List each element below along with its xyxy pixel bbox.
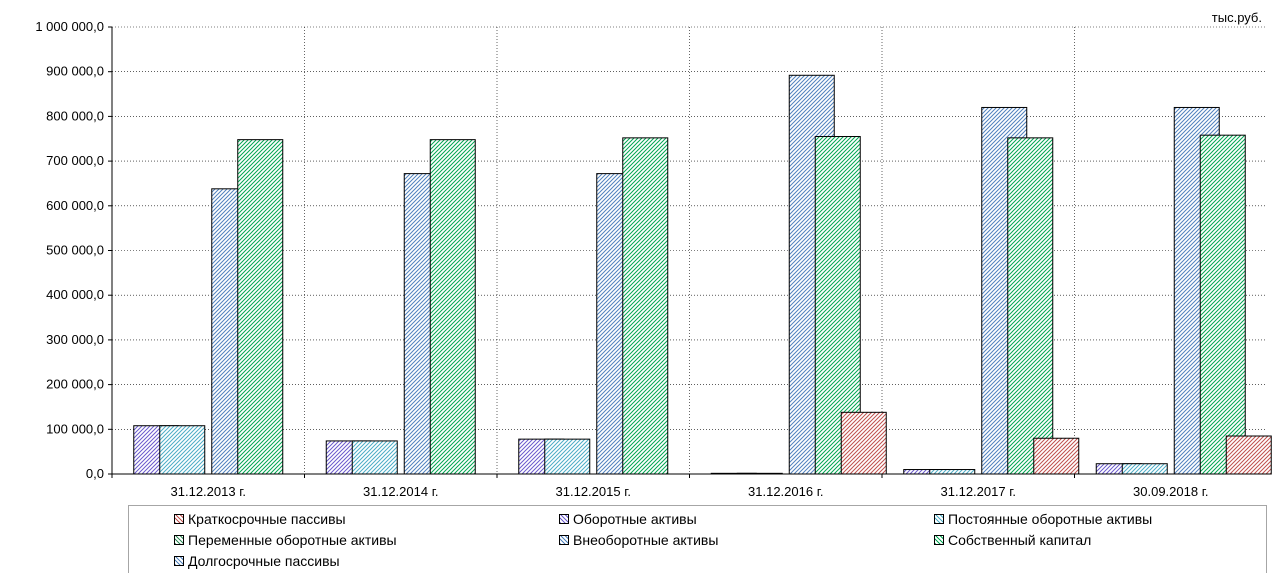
bar — [544, 438, 591, 475]
legend-item: Краткосрочные пассивы — [174, 511, 346, 527]
y-tick-label: 700 000,0 — [46, 153, 104, 168]
x-tick-label: 31.12.2013 г. — [171, 484, 246, 499]
bar — [351, 440, 398, 475]
bar — [237, 139, 284, 475]
legend-swatch — [174, 556, 184, 566]
bar — [1007, 137, 1054, 475]
grid-layer — [112, 26, 1267, 475]
legend-label: Краткосрочные пассивы — [188, 511, 346, 527]
y-tick-label: 200 000,0 — [46, 377, 104, 392]
axis-layer: 0,0 100 000,0 200 000,0 300 000,0 400 000,0 5… — [35, 19, 1267, 499]
legend-swatch — [174, 514, 184, 524]
legend-swatch — [934, 535, 944, 545]
legend-label: Переменные оборотные активы — [188, 532, 397, 548]
bar — [1121, 463, 1168, 475]
x-tick-label: 31.12.2015 г. — [556, 484, 631, 499]
legend-swatch — [934, 514, 944, 524]
y-tick-label: 500 000,0 — [46, 243, 104, 258]
legend-label: Внеоборотные активы — [573, 532, 719, 548]
legend-label: Долгосрочные пассивы — [188, 553, 340, 569]
bar — [929, 469, 976, 475]
legend-item: Оборотные активы — [559, 511, 697, 527]
legend-swatch — [174, 535, 184, 545]
bar — [1033, 437, 1080, 475]
bar — [622, 137, 669, 475]
y-tick-label: 100 000,0 — [46, 421, 104, 436]
bar-chart: 0,0 100 000,0 200 000,0 300 000,0 400 000,0 5… — [35, 10, 1272, 499]
legend-label: Постоянные оборотные активы — [948, 511, 1153, 527]
legend-swatch — [559, 514, 569, 524]
y-tick-label: 0,0 — [86, 466, 104, 481]
y-tick-label: 800 000,0 — [46, 108, 104, 123]
y-tick-label: 400 000,0 — [46, 287, 104, 302]
bar — [840, 411, 887, 475]
bar — [1199, 134, 1246, 475]
y-tick-label: 900 000,0 — [46, 64, 104, 79]
x-tick-label: 31.12.2016 г. — [748, 484, 823, 499]
legend-item: Переменные оборотные активы — [174, 532, 397, 548]
x-tick-label: 30.09.2018 г. — [1133, 484, 1208, 499]
bar — [1225, 435, 1272, 475]
y-tick-label: 600 000,0 — [46, 198, 104, 213]
legend-item: Собственный капитал — [934, 532, 1091, 548]
legend: Краткосрочные пассивы Оборотные активы Пос… — [128, 505, 1267, 573]
unit-label: тыс.руб. — [1212, 10, 1262, 25]
legend-swatch — [559, 535, 569, 545]
legend-item: Долгосрочные пассивы — [174, 553, 340, 569]
y-tick-label: 1 000 000,0 — [35, 19, 104, 34]
x-tick-label: 31.12.2017 г. — [941, 484, 1016, 499]
legend-item: Внеоборотные активы — [559, 532, 718, 548]
bar — [159, 425, 206, 475]
legend-label: Собственный капитал — [948, 532, 1092, 548]
legend-item: Постоянные оборотные активы — [934, 511, 1152, 527]
bars-layer — [133, 74, 1272, 475]
legend-label: Оборотные активы — [573, 511, 697, 527]
x-tick-label: 31.12.2014 г. — [363, 484, 438, 499]
y-tick-label: 300 000,0 — [46, 332, 104, 347]
bar — [429, 139, 476, 475]
